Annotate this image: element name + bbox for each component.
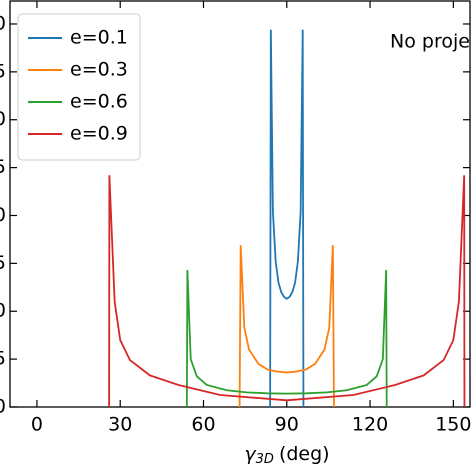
legend-label: e=0.6 <box>70 91 128 113</box>
y-tick-label: 1.0 <box>0 300 6 322</box>
series-line <box>185 270 388 408</box>
x-label-subscript: 3D <box>256 452 274 467</box>
y-tick-label: 0.5 <box>0 348 6 370</box>
y-tick-label: 3.0 <box>0 108 6 130</box>
x-axis-label: γ3D (deg) <box>244 443 329 467</box>
legend-box <box>17 13 141 161</box>
x-label-unit: (deg) <box>279 443 330 465</box>
y-tick-label: 4.0 <box>0 12 6 34</box>
x-tick-label: 30 <box>108 414 132 436</box>
legend-label: e=0.1 <box>70 27 128 49</box>
series-line <box>238 245 335 408</box>
series-line <box>108 175 466 408</box>
y-tick-label: 3.5 <box>0 60 6 82</box>
x-tick-label: 0 <box>31 414 43 436</box>
x-tick-label: 90 <box>275 414 299 436</box>
y-tick-label: 0.0 <box>0 396 6 418</box>
y-tick-label: 1.5 <box>0 252 6 274</box>
y-tick-label: 2.0 <box>0 204 6 226</box>
x-tick-label: 60 <box>191 414 215 436</box>
x-tick-label: 120 <box>352 414 388 436</box>
legend-label: e=0.3 <box>70 59 128 81</box>
annotation: No proje <box>390 31 470 53</box>
x-label-symbol: γ <box>244 443 257 465</box>
legend-label: e=0.9 <box>70 123 128 145</box>
x-tick-label: 150 <box>435 414 471 436</box>
series-line <box>269 29 305 408</box>
legend: e=0.1 e=0.3 e=0.6 e=0.9 <box>17 13 141 161</box>
y-tick-label: 2.5 <box>0 156 6 178</box>
